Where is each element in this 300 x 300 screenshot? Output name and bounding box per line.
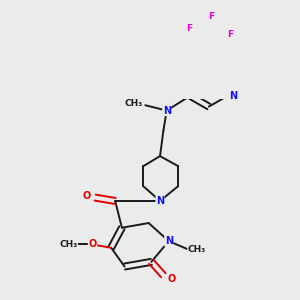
Text: F: F xyxy=(227,30,233,39)
Text: N: N xyxy=(165,236,173,246)
Text: CH₃: CH₃ xyxy=(188,244,206,253)
Text: O: O xyxy=(167,274,175,284)
Text: N: N xyxy=(229,91,237,101)
Text: N: N xyxy=(156,196,164,206)
Text: O: O xyxy=(83,191,91,201)
Text: CH₃: CH₃ xyxy=(124,99,142,108)
Text: O: O xyxy=(88,239,97,249)
Text: N: N xyxy=(163,106,171,116)
Text: CH₃: CH₃ xyxy=(59,240,77,249)
Text: F: F xyxy=(208,12,214,21)
Text: F: F xyxy=(186,24,192,33)
